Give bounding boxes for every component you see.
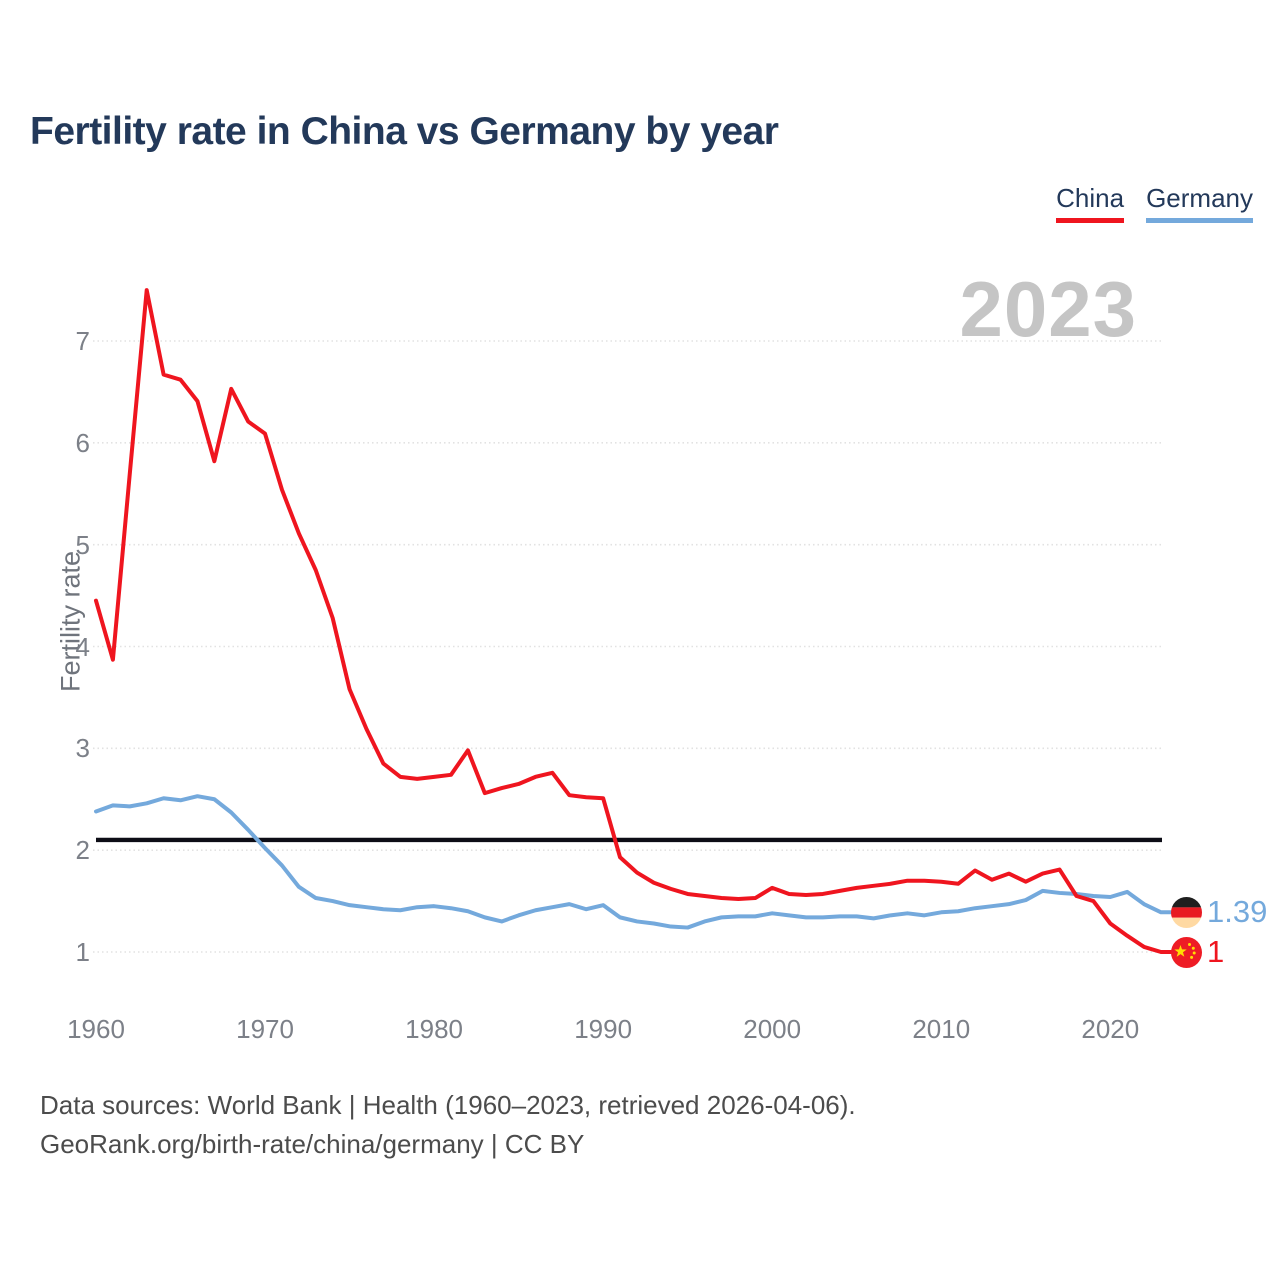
x-tick-label: 2000 xyxy=(743,1014,802,1044)
germany-series-line[interactable] xyxy=(94,794,1174,930)
y-tick-label: 4 xyxy=(75,631,90,662)
watermark-year: 2023 xyxy=(959,265,1137,353)
footer: Data sources: World Bank | Health (1960–… xyxy=(40,1086,856,1164)
y-tick-label: 1 xyxy=(75,937,90,967)
germany-flag-icon xyxy=(1171,896,1202,928)
germany-end-value: 1.39 xyxy=(1207,894,1268,930)
china-end-value: 1 xyxy=(1207,934,1225,969)
china-series-line[interactable] xyxy=(94,288,1174,954)
y-tick-label: 2 xyxy=(75,835,90,866)
legend-item-china[interactable]: China xyxy=(1056,183,1125,223)
x-tick-label: 1970 xyxy=(236,1014,294,1044)
chart-title: Fertility rate in China vs Germany by ye… xyxy=(30,110,779,153)
y-tick-label: 7 xyxy=(75,326,90,356)
y-tick-label: 5 xyxy=(75,529,90,560)
legend-item-germany[interactable]: Germany xyxy=(1146,184,1253,223)
legend: China Germany xyxy=(1056,184,1253,223)
china-flag-icon xyxy=(1171,936,1202,968)
x-tick-label: 2010 xyxy=(912,1014,971,1044)
footer-sources-line: Data sources: World Bank | Health (1960–… xyxy=(40,1090,856,1120)
y-tick-label: 3 xyxy=(75,733,90,764)
x-tick-label: 1990 xyxy=(574,1014,633,1044)
legend-label-germany: Germany xyxy=(1146,183,1253,213)
x-tick-label: 2020 xyxy=(1081,1014,1140,1044)
x-tick-label: 1960 xyxy=(67,1014,125,1044)
footer-url-line: GeoRank.org/birth-rate/china/germany | C… xyxy=(40,1129,585,1159)
y-tick-label: 6 xyxy=(75,427,90,458)
legend-label-china: China xyxy=(1056,183,1125,213)
x-tick-label: 1980 xyxy=(405,1014,464,1044)
